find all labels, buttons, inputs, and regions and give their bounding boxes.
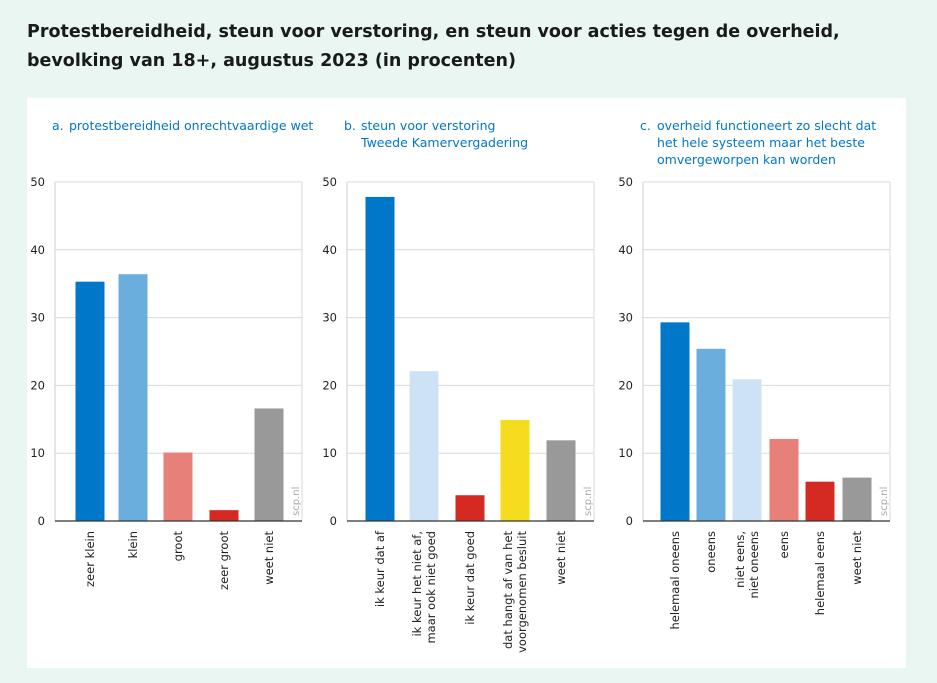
x-category-label: zeer klein bbox=[83, 531, 97, 587]
x-category-label: zeer groot bbox=[217, 531, 231, 590]
bar bbox=[805, 481, 835, 521]
x-category-label: niet oneens bbox=[747, 531, 761, 598]
x-category-label: ik keur het niet af, bbox=[410, 531, 424, 637]
y-tick-label: 40 bbox=[618, 243, 633, 257]
x-category-label: weet niet bbox=[850, 531, 864, 585]
x-category-label: voorgenomen besluit bbox=[515, 531, 529, 653]
bar bbox=[365, 196, 395, 521]
x-category-label: helemaal oneens bbox=[668, 531, 682, 630]
watermark: scp.nl bbox=[291, 487, 302, 516]
x-category-label: weet niet bbox=[262, 531, 276, 585]
y-tick-label: 10 bbox=[30, 446, 45, 460]
y-tick-label: 40 bbox=[30, 243, 45, 257]
panel-title-line: Tweede Kamervergadering bbox=[360, 135, 528, 150]
y-tick-label: 20 bbox=[618, 378, 633, 392]
y-tick-label: 30 bbox=[322, 311, 337, 325]
watermark: scp.nl bbox=[879, 487, 890, 516]
panel-title-line: het hele systeem maar het beste bbox=[657, 135, 865, 150]
x-category-label: dat hangt af van het bbox=[501, 531, 515, 650]
y-tick-label: 30 bbox=[30, 311, 45, 325]
x-category-label: oneens bbox=[704, 531, 718, 573]
y-tick-label: 30 bbox=[618, 311, 633, 325]
watermark: scp.nl bbox=[583, 487, 594, 516]
panel-title-line: protestbereidheid onrechtvaardige wet bbox=[69, 118, 313, 133]
bar bbox=[500, 419, 530, 521]
panel-title-line: overheid functioneert zo slecht dat bbox=[657, 118, 876, 133]
bar bbox=[209, 510, 239, 521]
bar bbox=[769, 438, 799, 521]
bar bbox=[732, 379, 762, 521]
panel-letter: a. bbox=[52, 118, 64, 133]
x-category-label: groot bbox=[171, 531, 185, 562]
bar bbox=[409, 371, 439, 521]
x-category-label: ik keur dat af bbox=[373, 530, 387, 607]
panel-letter: c. bbox=[640, 118, 651, 133]
x-category-label: eens bbox=[777, 531, 791, 558]
bar bbox=[118, 274, 148, 521]
y-tick-label: 50 bbox=[322, 175, 337, 189]
bar bbox=[163, 452, 193, 521]
x-category-label: helemaal eens bbox=[813, 531, 827, 615]
x-category-label: maar ook niet goed bbox=[424, 531, 438, 644]
panel-title-line: steun voor verstoring bbox=[361, 118, 496, 133]
y-tick-label: 10 bbox=[322, 446, 337, 460]
x-category-label: niet eens, bbox=[733, 531, 747, 588]
bar bbox=[842, 477, 872, 521]
chart-title: Protestbereidheid, steun voor verstoring… bbox=[27, 22, 840, 71]
y-tick-label: 20 bbox=[322, 378, 337, 392]
panel-letter: b. bbox=[344, 118, 356, 133]
y-tick-label: 40 bbox=[322, 243, 337, 257]
bar bbox=[254, 408, 284, 521]
panel-title-line: omvergeworpen kan worden bbox=[657, 152, 836, 167]
bar bbox=[455, 495, 485, 521]
bar bbox=[75, 281, 105, 521]
y-tick-label: 0 bbox=[38, 514, 45, 528]
y-tick-label: 0 bbox=[626, 514, 633, 528]
bar bbox=[660, 322, 690, 521]
y-tick-label: 0 bbox=[330, 514, 337, 528]
y-tick-label: 20 bbox=[30, 378, 45, 392]
y-tick-label: 50 bbox=[618, 175, 633, 189]
bar bbox=[546, 440, 576, 521]
y-tick-label: 10 bbox=[618, 446, 633, 460]
x-category-label: weet niet bbox=[554, 531, 568, 585]
y-tick-label: 50 bbox=[30, 175, 45, 189]
bar bbox=[696, 348, 726, 521]
x-category-label: klein bbox=[126, 531, 140, 558]
x-category-label: ik keur dat goed bbox=[463, 531, 477, 625]
